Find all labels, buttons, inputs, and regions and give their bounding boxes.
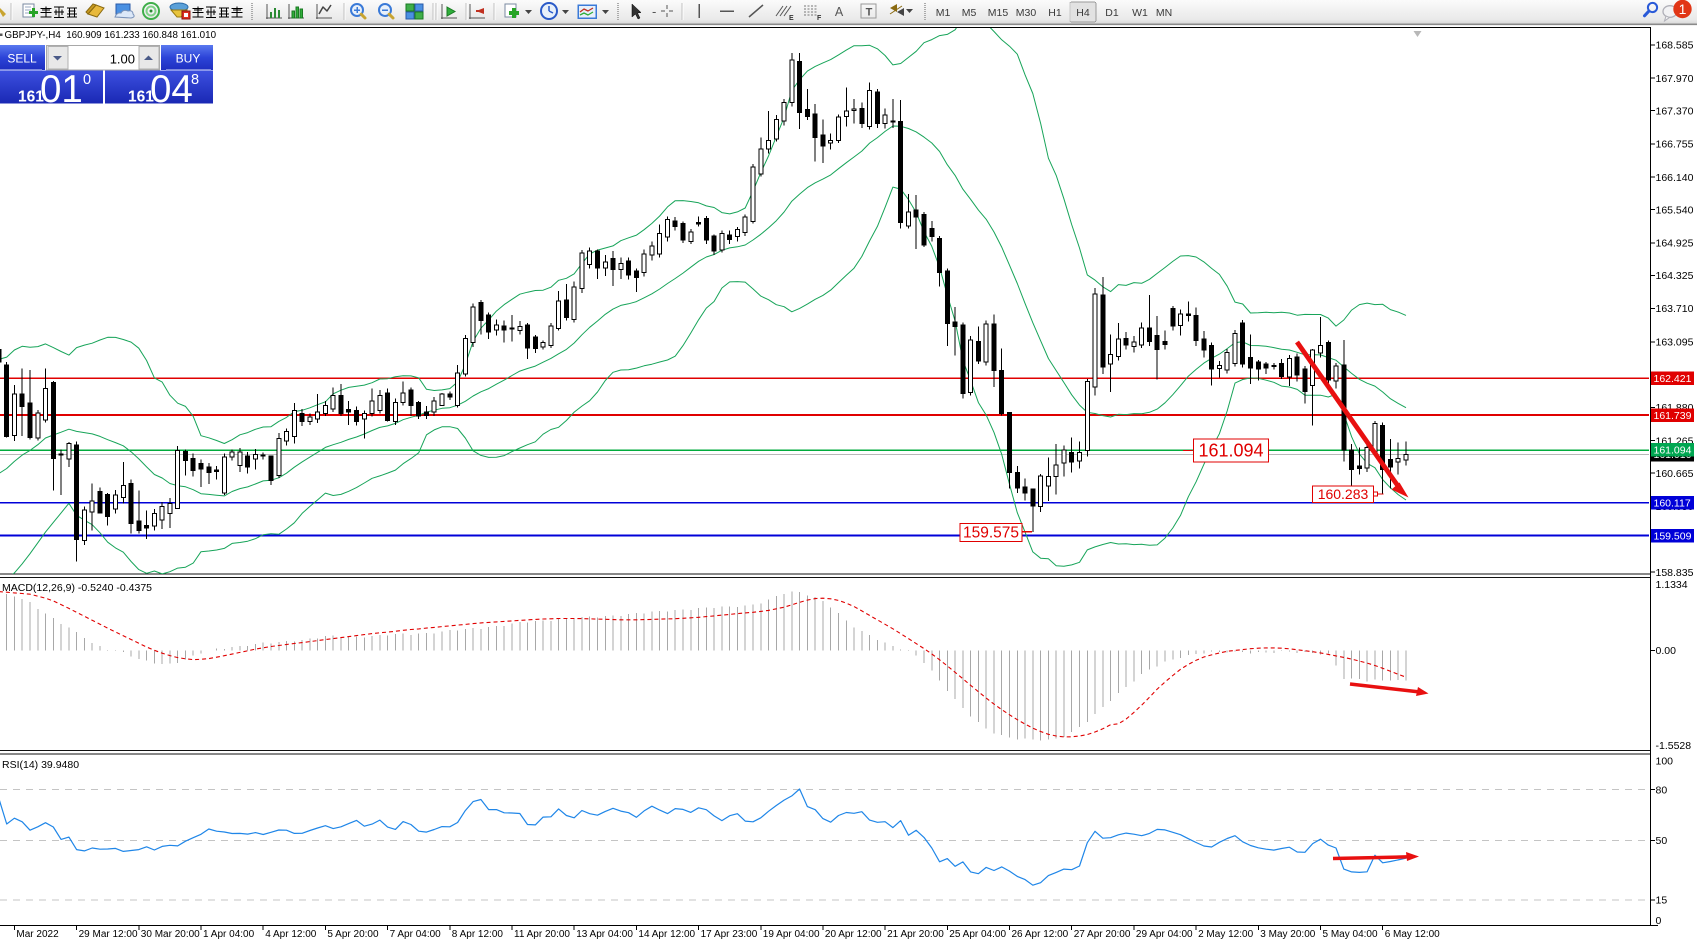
svg-text:1.1334: 1.1334 xyxy=(1656,579,1688,591)
svg-text:0: 0 xyxy=(1656,915,1662,927)
svg-text:GBPJPY-,H4 160.909 161.233 16: GBPJPY-,H4 160.909 161.233 160.848 161.0… xyxy=(5,30,217,41)
svg-text:159.575: 159.575 xyxy=(963,525,1019,542)
svg-text:MACD(12,26,9) -0.5240 -0.4375: MACD(12,26,9) -0.5240 -0.4375 xyxy=(2,582,152,594)
svg-text:2 May 12:00: 2 May 12:00 xyxy=(1198,929,1253,940)
svg-text:29 Apr 04:00: 29 Apr 04:00 xyxy=(1136,929,1193,940)
svg-text:17 Apr 23:00: 17 Apr 23:00 xyxy=(701,929,758,940)
svg-text:13 Apr 04:00: 13 Apr 04:00 xyxy=(576,929,633,940)
svg-text:163.710: 163.710 xyxy=(1656,303,1694,315)
svg-text:11 Apr 20:00: 11 Apr 20:00 xyxy=(514,929,570,940)
svg-text:01: 01 xyxy=(40,68,83,111)
svg-text:D1: D1 xyxy=(1105,7,1119,19)
svg-text:160.283: 160.283 xyxy=(1318,486,1369,502)
svg-text:162.421: 162.421 xyxy=(1654,373,1692,385)
svg-text:163.095: 163.095 xyxy=(1656,337,1694,349)
svg-text:W1: W1 xyxy=(1132,7,1148,19)
svg-text:A: A xyxy=(835,5,844,19)
svg-text:M15: M15 xyxy=(988,7,1009,19)
svg-text:1.00: 1.00 xyxy=(110,52,135,67)
svg-text:1: 1 xyxy=(1679,1,1687,17)
svg-text:100: 100 xyxy=(1656,756,1674,768)
svg-text:04: 04 xyxy=(150,68,193,111)
svg-text:20 Apr 12:00: 20 Apr 12:00 xyxy=(825,929,882,940)
svg-text:8: 8 xyxy=(191,72,199,88)
svg-text:161.094: 161.094 xyxy=(1654,445,1692,457)
svg-text:161.094: 161.094 xyxy=(1198,441,1263,461)
svg-text:25 Apr 04:00: 25 Apr 04:00 xyxy=(949,929,1006,940)
svg-text:161: 161 xyxy=(18,89,44,106)
svg-text:SELL: SELL xyxy=(7,52,37,66)
svg-text:5 Apr 20:00: 5 Apr 20:00 xyxy=(327,929,379,940)
svg-text:161.739: 161.739 xyxy=(1654,410,1692,422)
svg-text:27 Apr 20:00: 27 Apr 20:00 xyxy=(1074,929,1131,940)
svg-text:168.585: 168.585 xyxy=(1656,40,1694,52)
svg-text:-1.5528: -1.5528 xyxy=(1656,740,1692,752)
svg-text:19 Apr 04:00: 19 Apr 04:00 xyxy=(763,929,820,940)
svg-text:Mar 2022: Mar 2022 xyxy=(16,929,59,940)
svg-text:MN: MN xyxy=(1156,7,1172,19)
svg-text:4 Apr 12:00: 4 Apr 12:00 xyxy=(265,929,317,940)
svg-text:M5: M5 xyxy=(962,7,977,19)
svg-text:0: 0 xyxy=(83,72,91,88)
svg-text:-: - xyxy=(652,4,656,19)
svg-text:158.835: 158.835 xyxy=(1656,567,1694,579)
svg-text:3 May 20:00: 3 May 20:00 xyxy=(1260,929,1315,940)
svg-text:29 Mar 12:00: 29 Mar 12:00 xyxy=(79,929,138,940)
svg-text:F: F xyxy=(817,15,822,22)
svg-text:RSI(14) 39.9480: RSI(14) 39.9480 xyxy=(2,759,79,771)
svg-text:8 Apr 12:00: 8 Apr 12:00 xyxy=(452,929,504,940)
svg-text:166.140: 166.140 xyxy=(1656,172,1694,184)
svg-text:0.00: 0.00 xyxy=(1656,645,1677,657)
svg-text:BUY: BUY xyxy=(176,52,201,66)
svg-text:166.755: 166.755 xyxy=(1656,139,1694,151)
svg-text:M1: M1 xyxy=(936,7,951,19)
svg-text:30 Mar 20:00: 30 Mar 20:00 xyxy=(141,929,200,940)
svg-text:160.117: 160.117 xyxy=(1654,498,1691,510)
svg-text:15: 15 xyxy=(1656,895,1668,907)
svg-text:167.970: 167.970 xyxy=(1656,73,1694,85)
svg-text:H1: H1 xyxy=(1048,7,1062,19)
svg-text:165.540: 165.540 xyxy=(1656,204,1694,216)
svg-text:T: T xyxy=(866,7,873,19)
svg-text:50: 50 xyxy=(1656,835,1668,847)
svg-text:80: 80 xyxy=(1656,784,1668,796)
svg-text:E: E xyxy=(789,15,794,22)
svg-text:21 Apr 20:00: 21 Apr 20:00 xyxy=(887,929,944,940)
svg-text:5 May 04:00: 5 May 04:00 xyxy=(1323,929,1378,940)
svg-text:H4: H4 xyxy=(1076,7,1090,19)
svg-text:7 Apr 04:00: 7 Apr 04:00 xyxy=(390,929,442,940)
svg-text:1 Apr 04:00: 1 Apr 04:00 xyxy=(203,929,255,940)
svg-text:14 Apr 12:00: 14 Apr 12:00 xyxy=(638,929,695,940)
svg-text:26 Apr 12:00: 26 Apr 12:00 xyxy=(1012,929,1069,940)
svg-text:6 May 12:00: 6 May 12:00 xyxy=(1385,929,1440,940)
svg-text:160.665: 160.665 xyxy=(1656,468,1694,480)
svg-text:164.325: 164.325 xyxy=(1656,270,1694,282)
svg-text:167.370: 167.370 xyxy=(1656,105,1694,117)
svg-text:M30: M30 xyxy=(1016,7,1037,19)
svg-text:161: 161 xyxy=(128,89,154,106)
svg-text:159.509: 159.509 xyxy=(1654,530,1692,542)
svg-text:164.925: 164.925 xyxy=(1656,238,1694,250)
